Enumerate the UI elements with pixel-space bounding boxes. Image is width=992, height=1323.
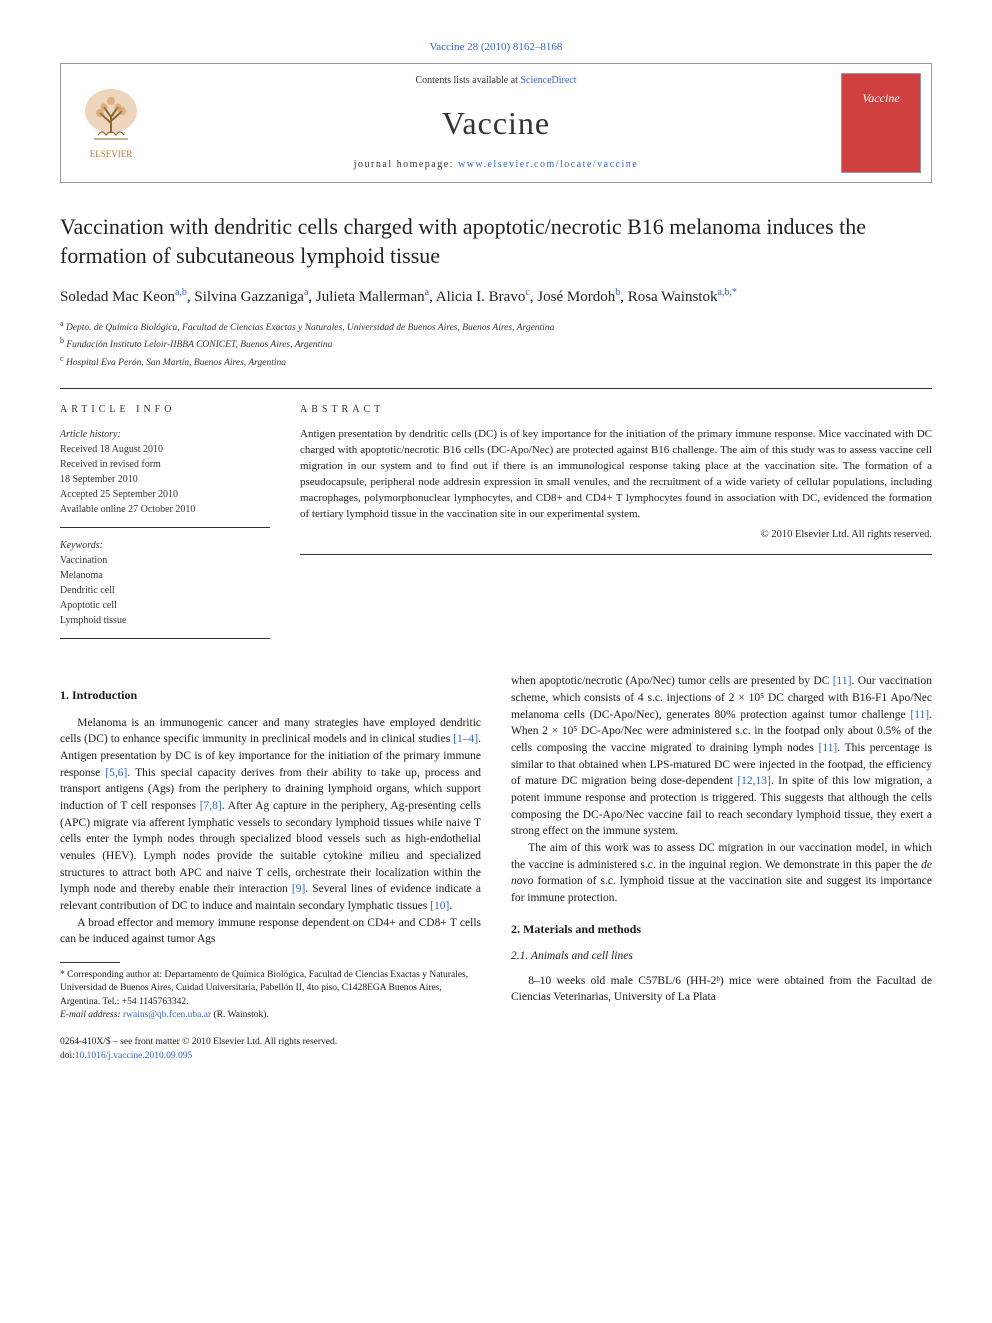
affiliation-line: c Hospital Eva Perón, San Martín, Buenos… — [60, 353, 932, 370]
corr-text: * Corresponding author at: Departamento … — [60, 969, 481, 1009]
affiliations: a Depto. de Química Biológica, Facultad … — [60, 318, 932, 370]
citation-ref[interactable]: [10] — [430, 900, 449, 912]
journal-cover-cell: Vaccine — [831, 64, 931, 182]
history-line: Received 18 August 2010 — [60, 442, 270, 457]
sciencedirect-link[interactable]: ScienceDirect — [520, 75, 576, 86]
abstract-text: Antigen presentation by dendritic cells … — [300, 427, 932, 555]
keyword: Vaccination — [60, 553, 270, 568]
keyword: Lymphoid tissue — [60, 613, 270, 628]
email-label: E-mail address: — [60, 1010, 123, 1020]
history-line: 18 September 2010 — [60, 472, 270, 487]
methods-p1: 8–10 weeks old male C57BL/6 (HH-2ᵇ) mice… — [511, 973, 932, 1006]
corresponding-author-footnote: * Corresponding author at: Departamento … — [60, 969, 481, 1022]
author-list: Soledad Mac Keona,b, Silvina Gazzanigaa,… — [60, 285, 932, 309]
doi-line: doi:10.1016/j.vaccine.2010.09.095 — [60, 1050, 481, 1063]
citation-ref[interactable]: [5,6] — [105, 767, 127, 779]
citation-ref[interactable]: [12,13] — [737, 775, 771, 787]
intro-p2: A broad effector and memory immune respo… — [60, 915, 481, 948]
doi-link[interactable]: 10.1016/j.vaccine.2010.09.095 — [75, 1051, 192, 1061]
citation-bar: Vaccine 28 (2010) 8162–8168 — [60, 40, 932, 55]
issn-line: 0264-410X/$ – see front matter © 2010 El… — [60, 1036, 481, 1049]
email-link[interactable]: rwains@qb.fcen.uba.ar — [123, 1010, 211, 1020]
history-line: Received in revised form — [60, 457, 270, 472]
keyword: Dendritic cell — [60, 583, 270, 598]
footnote-separator — [60, 962, 120, 963]
keyword: Apoptotic cell — [60, 598, 270, 613]
col2-p1: when apoptotic/necrotic (Apo/Nec) tumor … — [511, 673, 932, 840]
article-info-heading: ARTICLE INFO — [60, 403, 270, 417]
col2-p2: The aim of this work was to assess DC mi… — [511, 840, 932, 907]
homepage-link[interactable]: www.elsevier.com/locate/vaccine — [458, 159, 638, 170]
citation-ref[interactable]: [9] — [292, 883, 305, 895]
journal-cover-thumbnail: Vaccine — [841, 73, 921, 173]
svg-text:ELSEVIER: ELSEVIER — [90, 149, 133, 159]
email-line: E-mail address: rwains@qb.fcen.uba.ar (R… — [60, 1009, 481, 1022]
doi-label: doi: — [60, 1051, 75, 1061]
methods-heading: 2. Materials and methods — [511, 921, 932, 938]
right-column: when apoptotic/necrotic (Apo/Nec) tumor … — [511, 673, 932, 1063]
info-abstract-row: ARTICLE INFO Article history: Received 1… — [60, 388, 932, 649]
homepage-prefix: journal homepage: — [354, 159, 458, 170]
keywords-block: Keywords: VaccinationMelanomaDendritic c… — [60, 538, 270, 639]
abstract-column: ABSTRACT Antigen presentation by dendrit… — [300, 403, 932, 649]
methods-sub1: 2.1. Animals and cell lines — [511, 948, 932, 965]
history-line: Available online 27 October 2010 — [60, 502, 270, 517]
journal-name: Vaccine — [442, 101, 550, 146]
left-column: 1. Introduction Melanoma is an immunogen… — [60, 673, 481, 1063]
keyword: Melanoma — [60, 568, 270, 583]
elsevier-tree-logo: ELSEVIER — [76, 83, 146, 163]
intro-p1: Melanoma is an immunogenic cancer and ma… — [60, 715, 481, 915]
journal-header: ELSEVIER Contents lists available at Sci… — [60, 63, 932, 183]
bottom-line: 0264-410X/$ – see front matter © 2010 El… — [60, 1036, 481, 1063]
citation-ref[interactable]: [1–4] — [453, 733, 478, 745]
citation-ref[interactable]: [11] — [833, 675, 852, 687]
citation-ref[interactable]: [7,8] — [200, 800, 222, 812]
article-title: Vaccination with dendritic cells charged… — [60, 213, 932, 270]
citation-ref[interactable]: [11] — [819, 742, 838, 754]
homepage-line: journal homepage: www.elsevier.com/locat… — [354, 158, 638, 172]
article-info-column: ARTICLE INFO Article history: Received 1… — [60, 403, 270, 649]
page: Vaccine 28 (2010) 8162–8168 ELSEVIER Con… — [0, 0, 992, 1103]
abstract-copyright: © 2010 Elsevier Ltd. All rights reserved… — [300, 527, 932, 542]
citation-ref[interactable]: [11] — [910, 709, 929, 721]
history-line: Accepted 25 September 2010 — [60, 487, 270, 502]
journal-cover-title: Vaccine — [862, 90, 899, 107]
body-columns: 1. Introduction Melanoma is an immunogen… — [60, 673, 932, 1063]
contents-line: Contents lists available at ScienceDirec… — [415, 74, 576, 88]
email-who: (R. Wainstok). — [211, 1010, 269, 1020]
abstract-body: Antigen presentation by dendritic cells … — [300, 428, 932, 520]
abstract-heading: ABSTRACT — [300, 403, 932, 417]
history-label: Article history: — [60, 427, 270, 442]
publisher-logo-cell: ELSEVIER — [61, 64, 161, 182]
contents-prefix: Contents lists available at — [415, 75, 520, 86]
article-history-block: Article history: Received 18 August 2010… — [60, 427, 270, 528]
keywords-label: Keywords: — [60, 538, 270, 553]
affiliation-line: a Depto. de Química Biológica, Facultad … — [60, 318, 932, 335]
header-center: Contents lists available at ScienceDirec… — [161, 64, 831, 182]
intro-heading: 1. Introduction — [60, 687, 481, 704]
affiliation-line: b Fundación Instituto Leloir-IIBBA CONIC… — [60, 335, 932, 352]
